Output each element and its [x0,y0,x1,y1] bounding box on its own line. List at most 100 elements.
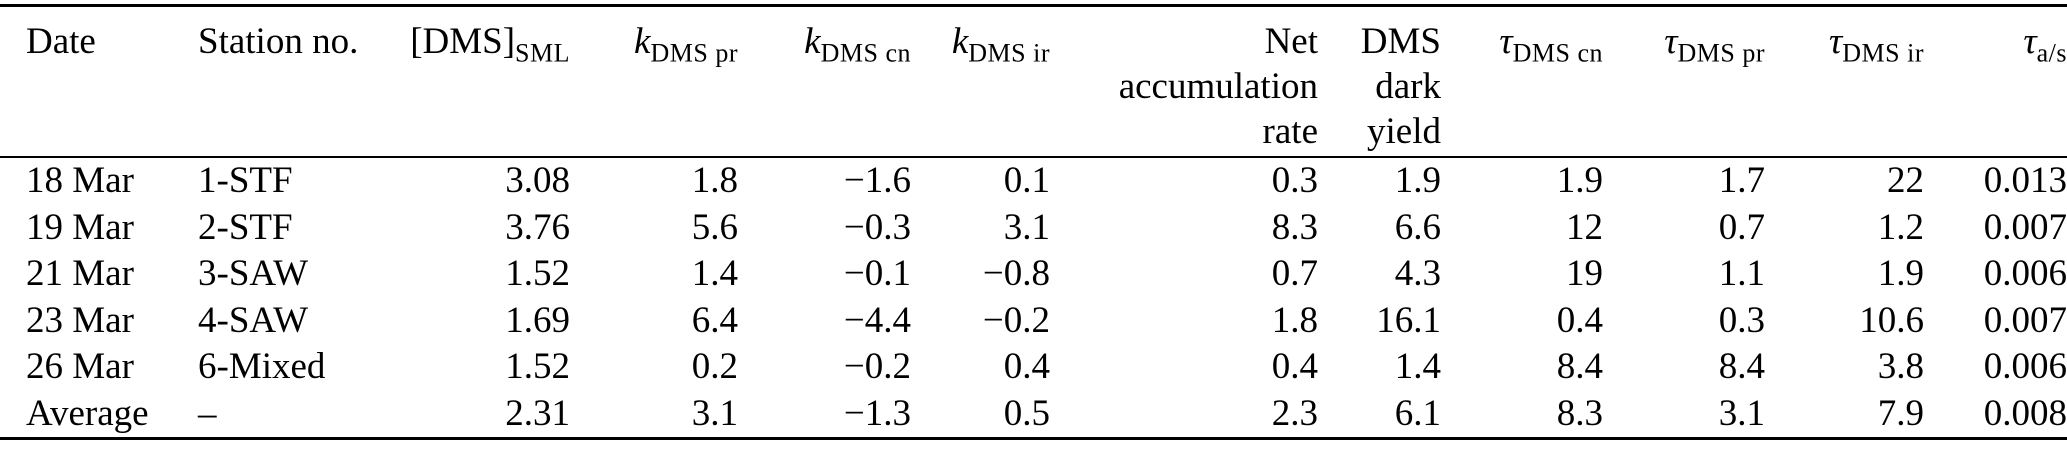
cell-tau-dms-cn: 8.3 [1556,392,1603,434]
cell-k-dms-ir: 0.5 [1003,392,1050,434]
cell-k-dms-cn: −1.3 [843,392,911,434]
data-table: Date Station no. [DMS]SML kDMS pr kDMS cn kDM… [0,4,2067,440]
cell-tau-a-s: 0.013 [1983,160,2067,201]
header-symbol: τ [1829,21,1843,62]
col-header-k-dms-cn: kDMS cn [738,5,911,158]
cell-k-dms-pr: 0.2 [691,346,738,387]
header-symbol: k [634,21,651,62]
cell-net-accumulation-rate: 1.8 [1271,299,1318,341]
cell-dms-sml: 3.08 [505,160,570,201]
cell-date: 18 Mar [26,160,134,201]
cell-dms-sml: 2.31 [505,392,570,434]
table-row: 26 Mar 6-Mixed 1.52 0.2 −0.2 0.4 0.4 1.4 8.4 8.4 3… [0,344,2067,391]
col-header-tau-dms-cn: τDMS cn [1441,5,1603,158]
cell-tau-dms-ir: 3.8 [1877,346,1924,387]
header-symbol: τ [1664,21,1678,62]
cell-date: 19 Mar [26,206,134,248]
header-subscript: SML [515,38,570,68]
cell-tau-a-s: 0.006 [1983,346,2067,387]
table-row: 23 Mar 4-SAW 1.69 6.4 −4.4 −0.2 1.8 16.1 0.4 0.3 1… [0,298,2067,345]
cell-dms-sml: 1.69 [505,299,570,341]
col-header-dms-sml: [DMS]SML [377,5,570,158]
cell-net-accumulation-rate: 0.4 [1271,346,1318,387]
cell-tau-dms-ir: 10.6 [1859,299,1924,341]
cell-tau-a-s: 0.007 [1983,299,2067,341]
cell-tau-a-s: 0.007 [1983,206,2067,248]
cell-station-no: 6-Mixed [198,346,326,387]
table-row: 18 Mar 1-STF 3.08 1.8 −1.6 0.1 0.3 1.9 1.9 1.7 22 0… [0,157,2067,205]
header-symbol: τ [1499,21,1513,62]
paper-table-page: Date Station no. [DMS]SML kDMS pr kDMS cn kDM… [0,4,2067,440]
header-line: DMS [1360,21,1441,62]
cell-net-accumulation-rate: 8.3 [1271,206,1318,248]
header-subscript: DMS ir [1842,38,1924,68]
cell-k-dms-ir: 0.4 [1003,346,1050,387]
cell-station-no: 4-SAW [198,299,309,341]
cell-tau-a-s: 0.006 [1983,253,2067,294]
cell-k-dms-ir: −0.8 [982,253,1050,294]
cell-station-no: 2-STF [198,206,293,248]
header-subscript: DMS cn [1512,38,1603,68]
cell-tau-a-s: 0.008 [1983,392,2067,434]
cell-date: 21 Mar [26,253,134,294]
cell-dms-dark-yield: 16.1 [1376,299,1441,341]
cell-net-accumulation-rate: 0.3 [1271,160,1318,201]
cell-k-dms-pr: 5.6 [691,206,738,248]
cell-net-accumulation-rate: 2.3 [1271,392,1318,434]
header-symbol: τ [2023,21,2037,62]
cell-k-dms-ir: 0.1 [1003,160,1050,201]
col-header-k-dms-ir: kDMS ir [911,5,1050,158]
cell-date: Average [26,392,149,434]
header-row: Date Station no. [DMS]SML kDMS pr kDMS cn kDM… [0,5,2067,158]
cell-k-dms-cn: −0.3 [843,206,911,248]
cell-tau-dms-cn: 19 [1566,253,1603,294]
cell-tau-dms-cn: 0.4 [1556,299,1603,341]
cell-k-dms-pr: 1.4 [691,253,738,294]
cell-dms-dark-yield: 4.3 [1394,253,1441,294]
cell-station-no: 3-SAW [198,253,309,294]
cell-k-dms-ir: −0.2 [982,299,1050,341]
cell-tau-dms-ir: 7.9 [1877,392,1924,434]
col-header-tau-a-s: τa/s [1924,5,2067,158]
cell-dms-sml: 3.76 [505,206,570,248]
cell-tau-dms-ir: 1.2 [1877,206,1924,248]
cell-k-dms-cn: −4.4 [843,299,911,341]
cell-tau-dms-pr: 0.7 [1718,206,1765,248]
cell-k-dms-cn: −0.2 [843,346,911,387]
cell-date: 26 Mar [26,346,134,387]
cell-k-dms-pr: 3.1 [691,392,738,434]
table-row: Average – 2.31 3.1 −1.3 0.5 2.3 6.1 8.3 3.1 7.9 0.0… [0,391,2067,439]
header-line: accumulation [1118,66,1318,107]
cell-dms-sml: 1.52 [505,346,570,387]
col-header-tau-dms-pr: τDMS pr [1603,5,1765,158]
cell-k-dms-cn: −1.6 [843,160,911,201]
cell-dms-dark-yield: 1.9 [1394,160,1441,201]
table-row: 19 Mar 2-STF 3.76 5.6 −0.3 3.1 8.3 6.6 12 0.7 1.2 0… [0,205,2067,252]
cell-dms-sml: 1.52 [505,253,570,294]
cell-k-dms-pr: 6.4 [691,299,738,341]
cell-tau-dms-pr: 3.1 [1718,392,1765,434]
header-symbol: k [951,21,969,62]
cell-tau-dms-pr: 8.4 [1718,346,1765,387]
cell-net-accumulation-rate: 0.7 [1271,253,1318,294]
header-line: Net [1264,21,1318,62]
header-subscript: DMS ir [968,38,1050,68]
cell-dms-dark-yield: 6.1 [1394,392,1441,434]
cell-station-no: – [198,392,217,434]
header-subscript: DMS cn [820,38,911,68]
header-line: yield [1367,111,1441,152]
header-subscript: a/s [2036,38,2067,68]
cell-dms-dark-yield: 6.6 [1394,206,1441,248]
cell-tau-dms-pr: 1.7 [1718,160,1765,201]
cell-dms-dark-yield: 1.4 [1394,346,1441,387]
cell-k-dms-cn: −0.1 [843,253,911,294]
col-header-k-dms-pr: kDMS pr [570,5,738,158]
cell-tau-dms-pr: 1.1 [1718,253,1765,294]
cell-tau-dms-cn: 8.4 [1556,346,1603,387]
table-body: 18 Mar 1-STF 3.08 1.8 −1.6 0.1 0.3 1.9 1.9 1.7 22 0… [0,157,2067,439]
header-line: dark [1375,66,1441,107]
cell-k-dms-pr: 1.8 [691,160,738,201]
header-symbol: k [804,21,821,62]
cell-tau-dms-cn: 1.9 [1556,160,1603,201]
header-line: rate [1262,111,1318,152]
